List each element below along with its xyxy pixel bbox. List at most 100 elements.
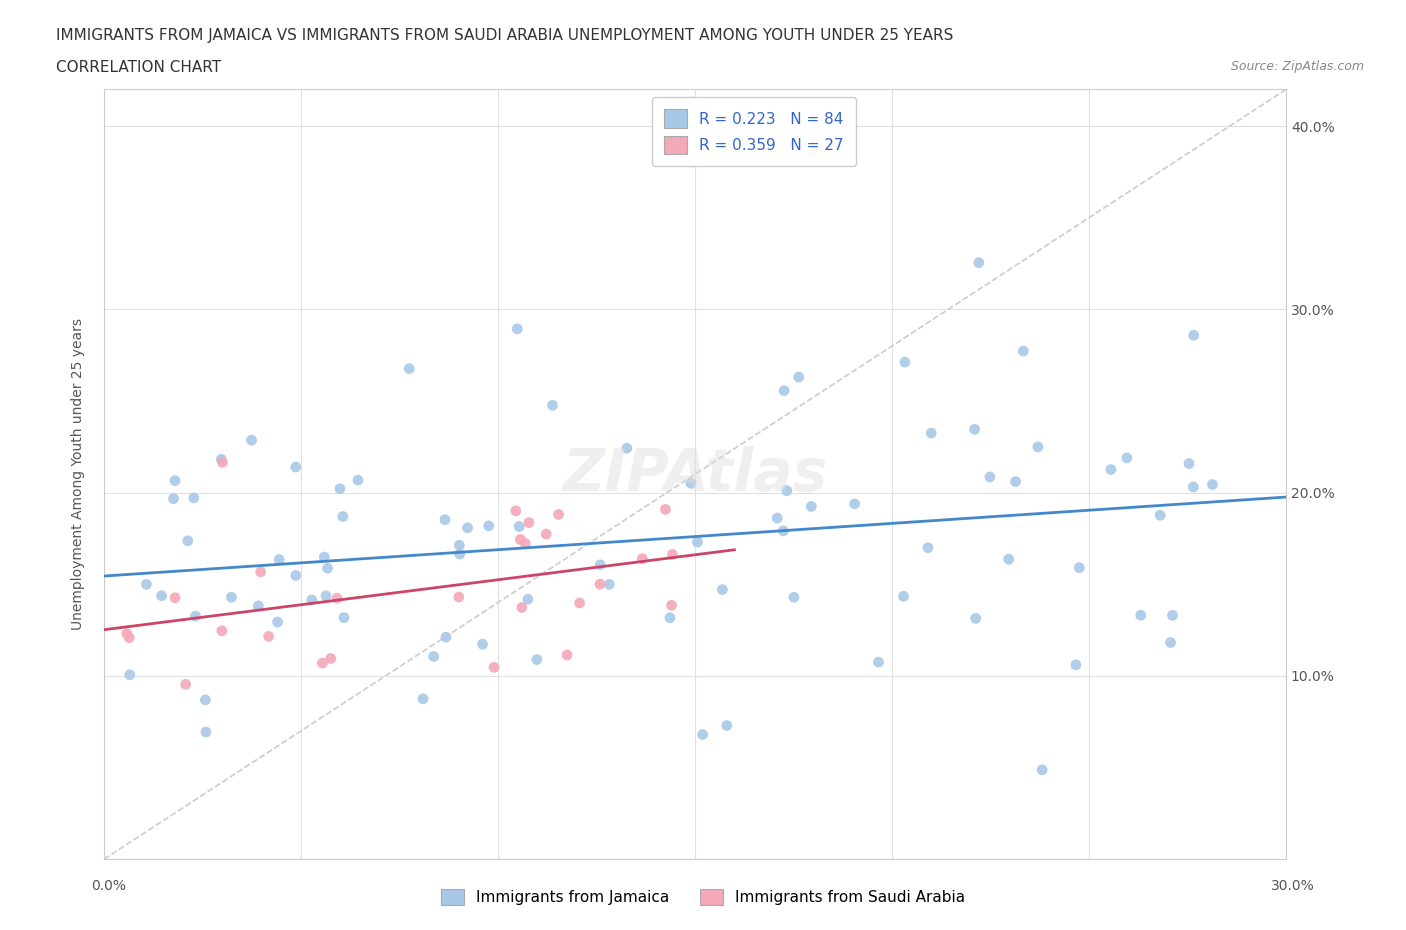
- Point: [917, 540, 939, 555]
- Point: [686, 535, 709, 550]
- Point: [266, 615, 288, 630]
- Point: [434, 630, 457, 644]
- Point: [412, 691, 434, 706]
- Point: [716, 718, 738, 733]
- Point: [447, 590, 470, 604]
- Text: 0.0%: 0.0%: [91, 879, 127, 893]
- Point: [766, 511, 789, 525]
- Text: ZIPAtlas: ZIPAtlas: [562, 445, 828, 503]
- Point: [183, 490, 205, 505]
- Point: [478, 518, 501, 533]
- Point: [249, 565, 271, 579]
- Point: [800, 499, 823, 514]
- Point: [316, 561, 339, 576]
- Point: [449, 538, 471, 552]
- Point: [508, 519, 530, 534]
- Point: [598, 577, 620, 591]
- Point: [194, 693, 217, 708]
- Point: [967, 255, 990, 270]
- Point: [776, 484, 799, 498]
- Point: [1178, 456, 1201, 471]
- Point: [1182, 328, 1205, 343]
- Point: [269, 552, 291, 567]
- Point: [398, 361, 420, 376]
- Point: [568, 595, 591, 610]
- Point: [963, 422, 986, 437]
- Point: [894, 354, 917, 369]
- Point: [135, 577, 157, 591]
- Point: [526, 652, 548, 667]
- Point: [631, 551, 654, 566]
- Point: [920, 426, 942, 441]
- Point: [257, 629, 280, 644]
- Point: [422, 649, 444, 664]
- Point: [692, 727, 714, 742]
- Point: [209, 452, 232, 467]
- Point: [1115, 450, 1137, 465]
- Point: [118, 631, 141, 645]
- Point: [471, 637, 494, 652]
- Legend: R = 0.223   N = 84, R = 0.359   N = 27: R = 0.223 N = 84, R = 0.359 N = 27: [652, 97, 856, 166]
- Legend: Immigrants from Jamaica, Immigrants from Saudi Arabia: Immigrants from Jamaica, Immigrants from…: [433, 882, 973, 913]
- Point: [1012, 343, 1035, 358]
- Text: IMMIGRANTS FROM JAMAICA VS IMMIGRANTS FROM SAUDI ARABIA UNEMPLOYMENT AMONG YOUTH: IMMIGRANTS FROM JAMAICA VS IMMIGRANTS FR…: [56, 28, 953, 43]
- Point: [536, 526, 558, 541]
- Point: [679, 476, 702, 491]
- Point: [115, 626, 138, 641]
- Point: [1161, 608, 1184, 623]
- Text: Source: ZipAtlas.com: Source: ZipAtlas.com: [1230, 60, 1364, 73]
- Point: [1069, 560, 1091, 575]
- Point: [319, 651, 342, 666]
- Point: [1004, 474, 1026, 489]
- Point: [211, 455, 233, 470]
- Point: [347, 472, 370, 487]
- Point: [449, 547, 471, 562]
- Point: [979, 470, 1001, 485]
- Point: [589, 557, 612, 572]
- Point: [433, 512, 456, 527]
- Point: [589, 577, 612, 591]
- Point: [547, 507, 569, 522]
- Point: [654, 502, 676, 517]
- Point: [326, 591, 349, 605]
- Point: [284, 568, 307, 583]
- Point: [163, 473, 186, 488]
- Point: [661, 547, 683, 562]
- Point: [1160, 635, 1182, 650]
- Point: [301, 592, 323, 607]
- Point: [555, 647, 578, 662]
- Point: [177, 534, 200, 549]
- Y-axis label: Unemployment Among Youth under 25 years: Unemployment Among Youth under 25 years: [72, 318, 86, 631]
- Point: [1182, 480, 1205, 495]
- Point: [247, 599, 270, 614]
- Point: [1031, 763, 1053, 777]
- Point: [1064, 658, 1087, 672]
- Point: [516, 591, 538, 606]
- Point: [868, 655, 890, 670]
- Point: [515, 536, 537, 551]
- Point: [1026, 440, 1049, 455]
- Point: [332, 509, 354, 524]
- Point: [844, 497, 866, 512]
- Point: [997, 551, 1019, 566]
- Point: [482, 660, 505, 675]
- Point: [329, 482, 352, 497]
- Point: [1099, 462, 1122, 477]
- Point: [711, 582, 734, 597]
- Point: [314, 550, 336, 565]
- Point: [162, 491, 184, 506]
- Point: [240, 432, 263, 447]
- Point: [150, 589, 173, 604]
- Point: [509, 532, 531, 547]
- Point: [184, 609, 207, 624]
- Point: [661, 598, 683, 613]
- Point: [773, 383, 796, 398]
- Point: [165, 591, 187, 605]
- Point: [659, 610, 682, 625]
- Point: [541, 398, 564, 413]
- Point: [194, 724, 217, 739]
- Point: [505, 503, 527, 518]
- Text: 30.0%: 30.0%: [1271, 879, 1315, 893]
- Point: [506, 322, 529, 337]
- Point: [1201, 477, 1223, 492]
